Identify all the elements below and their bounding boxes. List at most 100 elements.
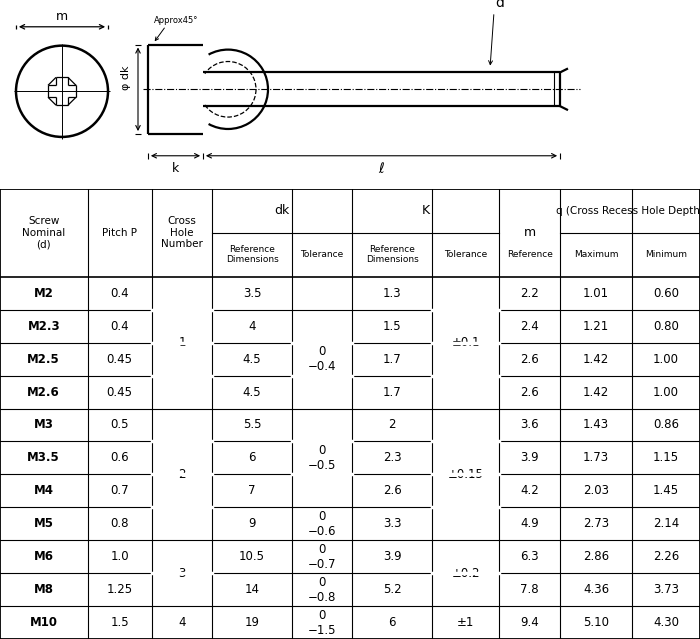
Text: 6.3: 6.3 [520,550,539,563]
Text: 0
−1.5: 0 −1.5 [308,608,336,636]
Text: 0.45: 0.45 [106,385,132,399]
Text: φ dk: φ dk [121,65,131,89]
Text: Screw
Nominal
(d): Screw Nominal (d) [22,216,65,249]
Text: 1.00: 1.00 [653,385,679,399]
Text: 19: 19 [244,616,260,629]
Text: Pitch P: Pitch P [102,227,137,238]
Text: 0
−0.4: 0 −0.4 [308,345,336,373]
Text: ℓ: ℓ [379,162,384,176]
Text: 1.3: 1.3 [383,287,401,300]
Text: 1.42: 1.42 [583,353,609,366]
Text: M3: M3 [34,419,54,431]
Text: 0.7: 0.7 [111,484,129,497]
Text: 1.42: 1.42 [583,385,609,399]
Text: 14: 14 [244,583,260,596]
Text: 0.8: 0.8 [111,517,129,530]
Bar [56,77,68,105]
Text: 4: 4 [248,320,256,333]
Text: M5: M5 [34,517,54,530]
Text: 7.8: 7.8 [520,583,539,596]
Text: 1.0: 1.0 [111,550,129,563]
Text: M2.3: M2.3 [27,320,60,333]
Text: 1.7: 1.7 [383,385,401,399]
Text: 0.80: 0.80 [653,320,679,333]
Text: 2.26: 2.26 [653,550,679,563]
Text: 4.5: 4.5 [243,385,261,399]
Text: 10.5: 10.5 [239,550,265,563]
Text: 2.03: 2.03 [583,484,609,497]
Text: 3.3: 3.3 [383,517,401,530]
Text: M4: M4 [34,484,54,497]
Text: q (Cross Recess Hole Depth): q (Cross Recess Hole Depth) [556,206,700,215]
Text: 1.21: 1.21 [583,320,609,333]
Text: Maximum: Maximum [574,250,618,259]
Text: 0
−0.8: 0 −0.8 [308,576,336,604]
Text: 7: 7 [248,484,256,497]
Text: 2.86: 2.86 [583,550,609,563]
Text: Tolerance: Tolerance [300,250,344,259]
Text: m: m [56,10,68,23]
Text: 0.4: 0.4 [111,287,129,300]
Text: 4.9: 4.9 [520,517,539,530]
Text: 2.6: 2.6 [383,484,401,497]
Text: 2.6: 2.6 [520,353,539,366]
Text: 2: 2 [178,468,186,481]
Text: 1.7: 1.7 [383,353,401,366]
Text: 2.2: 2.2 [520,287,539,300]
Text: 1.45: 1.45 [653,484,679,497]
Text: 6: 6 [389,616,396,629]
Text: ±0.1: ±0.1 [452,336,480,349]
Text: M8: M8 [34,583,54,596]
Text: m: m [524,226,536,239]
Text: ±0.15: ±0.15 [447,468,484,481]
Text: 0
−0.7: 0 −0.7 [308,543,336,571]
Text: 0.60: 0.60 [653,287,679,300]
Text: dk: dk [274,204,290,217]
Text: K: K [422,204,430,217]
Text: 1.5: 1.5 [383,320,401,333]
Text: k: k [172,162,179,174]
Text: 1.15: 1.15 [653,451,679,465]
Text: M3.5: M3.5 [27,451,60,465]
Text: 6: 6 [248,451,256,465]
Text: 2.3: 2.3 [383,451,401,465]
Text: 3: 3 [178,567,186,580]
Text: 1.01: 1.01 [583,287,609,300]
Text: 1.73: 1.73 [583,451,609,465]
Text: ±1: ±1 [457,616,474,629]
Bar [48,86,76,97]
Text: Reference
Dimensions: Reference Dimensions [225,245,279,265]
Text: Approx45°: Approx45° [154,16,198,25]
Text: 1.00: 1.00 [653,353,679,366]
Text: ±0.2: ±0.2 [452,567,480,580]
Text: M2.6: M2.6 [27,385,60,399]
Text: 1.25: 1.25 [106,583,132,596]
Text: M10: M10 [29,616,57,629]
Text: M2: M2 [34,287,54,300]
Text: 2.14: 2.14 [653,517,679,530]
Text: 4.36: 4.36 [583,583,609,596]
Text: 2.73: 2.73 [583,517,609,530]
Text: M6: M6 [34,550,54,563]
Text: 3.6: 3.6 [520,419,539,431]
Text: 0.4: 0.4 [111,320,129,333]
Text: 4.5: 4.5 [243,353,261,366]
Text: 3.9: 3.9 [520,451,539,465]
Text: 5.10: 5.10 [583,616,609,629]
Text: 0.86: 0.86 [653,419,679,431]
Text: 9.4: 9.4 [520,616,539,629]
Text: M2.5: M2.5 [27,353,60,366]
Text: 1: 1 [178,336,186,349]
Text: 1.43: 1.43 [583,419,609,431]
Text: Tolerance: Tolerance [444,250,487,259]
Text: 0
−0.5: 0 −0.5 [308,444,336,472]
Text: d: d [496,0,505,10]
Text: Reference
Dimensions: Reference Dimensions [365,245,419,265]
Text: 9: 9 [248,517,256,530]
Text: Minimum: Minimum [645,250,687,259]
Text: 2: 2 [389,419,396,431]
Text: 4.30: 4.30 [653,616,679,629]
Text: 5.2: 5.2 [383,583,401,596]
Text: 5.5: 5.5 [243,419,261,431]
Text: 0
−0.6: 0 −0.6 [308,510,336,538]
